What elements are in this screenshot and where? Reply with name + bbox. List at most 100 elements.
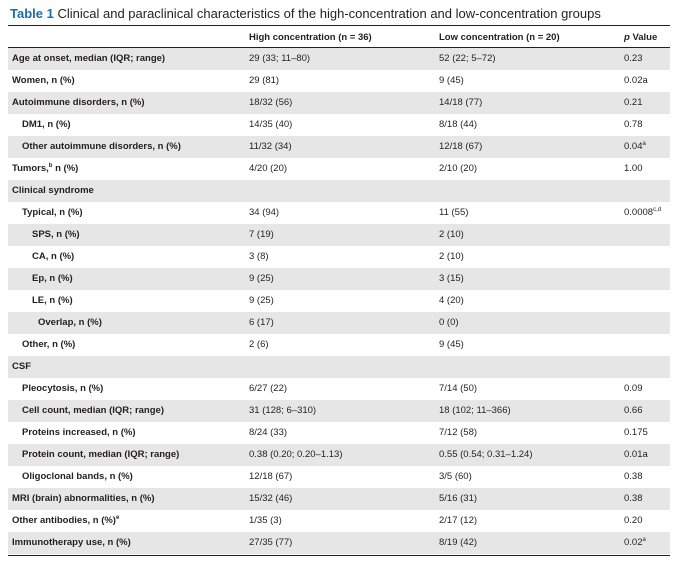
row-label: Other autoimmune disorders, n (%) [22,141,181,152]
cell-low: 9 (45) [439,75,464,86]
cell-high: 4/20 (20) [249,163,288,174]
table-row: Other, n (%) 2 (6) 9 (45) [8,334,670,356]
row-label: Protein count, median (IQR; range) [22,449,180,460]
label-text: Tumors, [12,163,49,174]
table-row: Other antibodies, n (%)e 1/35 (3) 2/17 (… [8,510,670,532]
cell-high: 6 (17) [249,317,274,328]
cell-high: 3 (8) [249,251,269,262]
label-footnote: b [48,163,53,169]
header-low-concentration: Low concentration (n = 20) [439,32,560,43]
row-label: Oligoclonal bands, n (%) [22,471,133,482]
row-label: LE, n (%) [32,295,73,306]
cell-high: 1/35 (3) [249,515,282,526]
row-label: Overlap, n (%) [38,317,102,328]
table-row: Typical, n (%) 34 (94) 11 (55) 0.0008c,d [8,202,670,224]
table-header: High concentration (n = 36) Low concentr… [8,27,670,48]
header-p-rest: Value [629,32,658,43]
table-row: Ep, n (%) 9 (25) 3 (15) [8,268,670,290]
header-high-concentration: High concentration (n = 36) [249,32,372,43]
cell-high: 27/35 (77) [249,537,293,548]
p-value: 0.0008 [624,207,654,218]
cell-p: 0.09 [624,383,643,394]
label-footnote: e [115,515,120,521]
cell-low: 18 (102; 11–366) [439,405,511,416]
cell-low: 2/10 (20) [439,163,478,174]
row-label: MRI (brain) abnormalities, n (%) [12,493,155,504]
cell-p: 0.78 [624,119,643,130]
cell-p: 0.38 [624,493,643,504]
row-label: Other antibodies, n (%)e [12,515,119,526]
cell-low: 11 (55) [439,207,469,218]
cell-high: 29 (33; 11–80) [249,53,311,64]
table-row: Pleocytosis, n (%) 6/27 (22) 7/14 (50) 0… [8,378,670,400]
table-row: Cell count, median (IQR; range) 31 (128;… [8,400,670,422]
cell-low: 8/18 (44) [439,119,478,130]
cell-p: 0.38 [624,471,643,482]
cell-high: 8/24 (33) [249,427,288,438]
cell-low: 3/5 (60) [439,471,472,482]
table-label: Table 1 [10,6,54,21]
row-label: SPS, n (%) [32,229,80,240]
row-label: Typical, n (%) [22,207,83,218]
row-label: Women, n (%) [12,75,75,86]
table-row: Age at onset, median (IQR; range) 29 (33… [8,48,670,70]
p-value: 0.04 [624,141,643,152]
cell-p: 0.04a [624,141,646,152]
row-label: Pleocytosis, n (%) [22,383,104,394]
table-caption: Table 1 Clinical and paraclinical charac… [10,5,601,23]
cell-p: 0.0008c,d [624,207,661,218]
p-footnote: c,d [653,207,662,213]
label-text-post: n (%) [52,163,79,174]
cell-p: 0.66 [624,405,643,416]
cell-low: 2 (10) [439,251,464,262]
cell-p: 1.00 [624,163,643,174]
table-row: Protein count, median (IQR; range) 0.38 … [8,444,670,466]
cell-low: 14/18 (77) [439,97,483,108]
cell-high: 9 (25) [249,273,274,284]
cell-low: 5/16 (31) [439,493,478,504]
cell-low: 7/12 (58) [439,427,478,438]
cell-p: 0.01a [624,449,648,460]
cell-low: 7/14 (50) [439,383,478,394]
cell-p: 0.23 [624,53,643,64]
cell-high: 6/27 (22) [249,383,288,394]
row-label: Other, n (%) [22,339,76,350]
cell-p: 0.20 [624,515,643,526]
cell-low: 12/18 (67) [439,141,483,152]
table-row: Other autoimmune disorders, n (%) 11/32 … [8,136,670,158]
cell-high: 34 (94) [249,207,280,218]
cell-high: 11/32 (34) [249,141,292,152]
table-row: Oligoclonal bands, n (%) 12/18 (67) 3/5 … [8,466,670,488]
row-label: Age at onset, median (IQR; range) [12,53,166,64]
table-title: Clinical and paraclinical characteristic… [57,6,601,21]
row-label: CA, n (%) [32,251,75,262]
section-label: Clinical syndrome [12,185,94,196]
cell-high: 29 (81) [249,75,280,86]
row-label: Tumors,b n (%) [12,163,78,174]
table-row: Women, n (%) 29 (81) 9 (45) 0.02a [8,70,670,92]
row-label: Proteins increased, n (%) [22,427,136,438]
bottom-rule [8,555,670,556]
row-label: DM1, n (%) [22,119,71,130]
cell-high: 12/18 (67) [249,471,293,482]
cell-low: 8/19 (42) [439,537,478,548]
table-row: CA, n (%) 3 (8) 2 (10) [8,246,670,268]
table-row: MRI (brain) abnormalities, n (%) 15/32 (… [8,488,670,510]
table-row: CSF [8,356,670,378]
p-value: 0.02 [624,537,643,548]
cell-high: 7 (19) [249,229,274,240]
table-row: Autoimmune disorders, n (%) 18/32 (56) 1… [8,92,670,114]
top-rule [8,25,670,26]
cell-low: 2/17 (12) [439,515,478,526]
table-row: Overlap, n (%) 6 (17) 0 (0) [8,312,670,334]
label-text: Other antibodies, n (%) [12,515,116,526]
cell-p: 0.21 [624,97,643,108]
table-row: Immunotherapy use, n (%) 27/35 (77) 8/19… [8,532,670,554]
row-label: Cell count, median (IQR; range) [22,405,164,416]
cell-low: 0 (0) [439,317,459,328]
table-row: DM1, n (%) 14/35 (40) 8/18 (44) 0.78 [8,114,670,136]
cell-low: 3 (15) [439,273,464,284]
p-footnote: a [642,141,646,147]
cell-high: 0.38 (0.20; 0.20–1.13) [249,449,343,460]
